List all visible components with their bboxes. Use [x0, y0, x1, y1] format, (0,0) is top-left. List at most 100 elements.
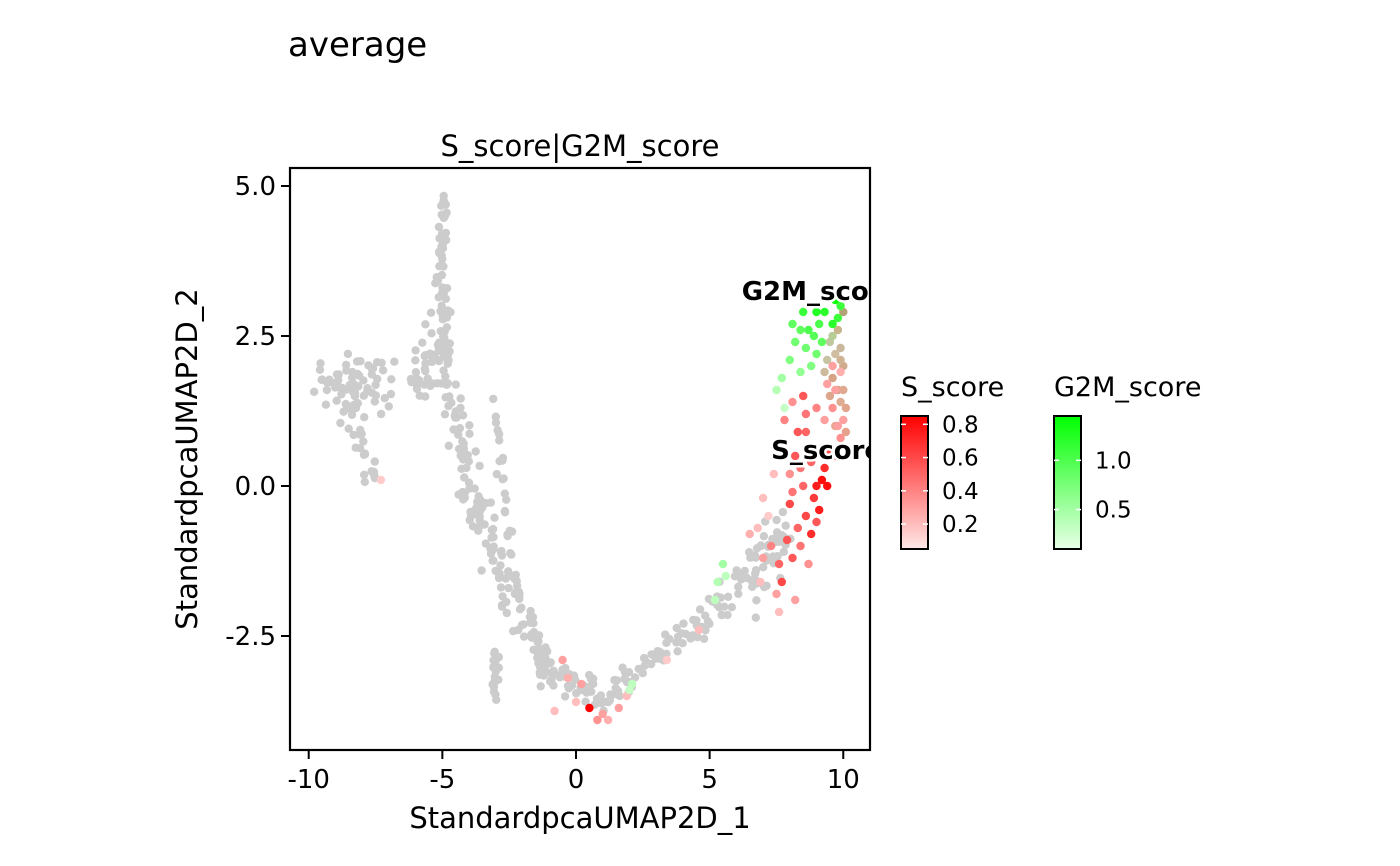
- cell-point-gray: [689, 615, 698, 625]
- cell-point-gray: [451, 407, 460, 416]
- cell-point-g2m-score: [625, 685, 634, 695]
- cell-point-gray: [439, 191, 448, 201]
- cell-point-s-score: [796, 463, 805, 473]
- cell-point-gray: [456, 394, 465, 403]
- cell-point-gray: [321, 400, 331, 409]
- cell-point-gray: [773, 552, 782, 561]
- cell-point-gray: [512, 576, 521, 586]
- cell-point-gray: [439, 262, 448, 271]
- cell-point-gray: [646, 660, 656, 669]
- cell-point-s-score: [793, 523, 802, 533]
- cell-point-gray: [536, 682, 545, 691]
- cell-point-gray: [434, 222, 444, 232]
- cell-point-gray: [437, 201, 446, 210]
- x-tick-label: -10: [287, 765, 329, 795]
- cell-point-g2m-score: [812, 307, 821, 317]
- cell-point-gray: [454, 490, 463, 499]
- cell-point-gray: [486, 498, 495, 507]
- cell-point-s-score: [828, 361, 837, 371]
- cell-point-s-score: [820, 415, 829, 425]
- cell-point-gray: [336, 418, 345, 428]
- cell-point-s-score: [791, 451, 800, 461]
- cell-point-gray: [406, 374, 416, 384]
- cell-point-gray: [476, 496, 485, 505]
- cell-point-gray: [603, 697, 613, 707]
- legend-tick-label: 0.4: [942, 479, 979, 505]
- cell-point-gray: [489, 394, 498, 404]
- cell-point-gray: [587, 687, 596, 696]
- panel-border: [288, 166, 872, 752]
- cell-point-mixed: [828, 331, 837, 341]
- cell-point-gray: [458, 411, 468, 420]
- cell-point-mixed: [836, 355, 845, 365]
- cell-point-gray: [444, 401, 453, 411]
- cell-point-gray: [492, 469, 501, 479]
- cell-point-g2m-score: [833, 313, 843, 323]
- cell-point-gray: [746, 553, 755, 562]
- cell-point-s-score: [836, 433, 845, 443]
- cell-point-gray: [415, 391, 424, 400]
- cell-point-g2m-score: [718, 559, 728, 569]
- cell-point-gray: [465, 429, 474, 438]
- cell-point-s-score: [807, 529, 816, 539]
- cell-point-gray: [344, 404, 353, 413]
- cell-point-g2m-score: [788, 319, 797, 329]
- legend-g2m-score-ticks: 0.5 1.0: [1054, 448, 1132, 524]
- cell-point-s-score: [756, 577, 765, 587]
- annotation-layer: G2M_score S_score: [739, 275, 870, 469]
- cell-point-s-score: [782, 535, 792, 545]
- cell-point-gray: [756, 541, 766, 551]
- cell-point-gray: [421, 320, 430, 329]
- cell-point-gray: [309, 387, 319, 396]
- cell-point-gray: [502, 495, 511, 504]
- cell-point-gray: [463, 451, 472, 460]
- cell-point-gray: [486, 544, 495, 553]
- cell-point-s-score: [836, 367, 845, 377]
- chart-title: average: [288, 25, 427, 65]
- cell-point-gray: [561, 663, 570, 673]
- cell-point-gray: [468, 522, 478, 531]
- cell-point-gray: [437, 379, 446, 388]
- cell-point-gray: [515, 592, 524, 601]
- cell-point-gray: [541, 660, 550, 670]
- cell-point-gray: [455, 424, 465, 433]
- cell-point-gray: [425, 349, 435, 358]
- cell-point-s-score: [809, 493, 819, 503]
- cell-point-gray: [759, 563, 768, 572]
- cell-point-gray: [679, 619, 688, 628]
- cell-point-g2m-score: [815, 319, 824, 329]
- cell-point-gray: [489, 556, 498, 565]
- cell-point-gray: [434, 345, 444, 355]
- cell-point-gray: [350, 400, 360, 409]
- cell-point-gray: [462, 463, 471, 473]
- cell-point-gray: [359, 437, 368, 446]
- cell-point-s-score: [785, 499, 794, 509]
- axes-layer: -10 -5 0 5 10 -2.5 0.0 2.5 5.0: [225, 172, 860, 795]
- x-tick-label: 0: [568, 765, 585, 795]
- cell-point-gray: [445, 339, 454, 348]
- cell-point-gray: [560, 692, 570, 701]
- cell-point-s-score: [796, 541, 805, 551]
- cell-point-gray: [390, 357, 399, 366]
- cell-point-s-score: [788, 397, 797, 407]
- cell-point-gray: [495, 436, 504, 445]
- cell-point-gray: [426, 308, 436, 317]
- cell-point-gray: [331, 383, 340, 392]
- cell-point-gray: [356, 430, 365, 439]
- cell-point-gray: [489, 687, 499, 696]
- cell-point-gray: [624, 668, 634, 677]
- cell-point-gray: [496, 583, 506, 592]
- cell-point-gray: [723, 592, 733, 601]
- cell-point-gray: [533, 651, 543, 660]
- cell-point-g2m-score: [721, 571, 730, 581]
- cell-point-gray: [334, 371, 343, 380]
- cell-point-gray: [344, 424, 353, 433]
- cell-point-s-score: [785, 469, 794, 479]
- cell-point-mixed: [831, 349, 840, 359]
- cell-point-s-score: [774, 607, 784, 617]
- cell-point-gray: [489, 656, 498, 665]
- cell-point-gray: [420, 364, 430, 373]
- cell-point-gray: [638, 669, 647, 678]
- cell-point-g2m-score: [799, 307, 808, 317]
- cell-point-gray: [364, 361, 373, 370]
